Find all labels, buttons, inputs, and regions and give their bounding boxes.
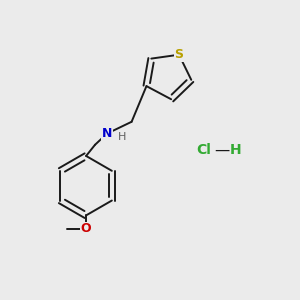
- Text: H: H: [118, 132, 127, 142]
- Text: O: O: [81, 222, 92, 235]
- Text: N: N: [102, 127, 112, 140]
- Text: —: —: [214, 142, 230, 158]
- Text: H: H: [230, 143, 242, 157]
- Text: Cl: Cl: [196, 143, 211, 157]
- Text: S: S: [175, 48, 184, 61]
